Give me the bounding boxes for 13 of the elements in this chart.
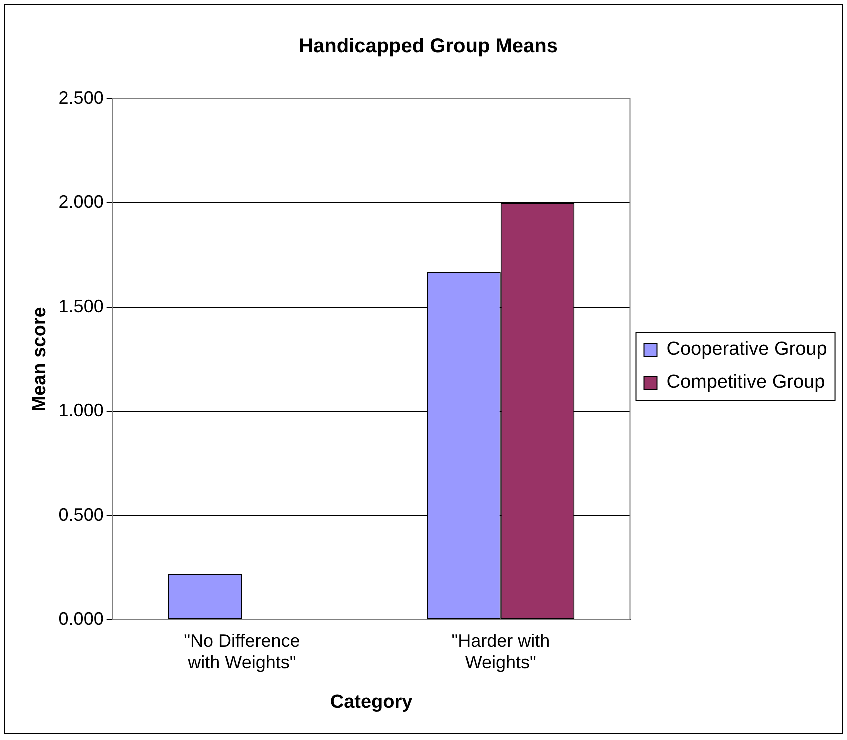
y-tick-label: 2.500 (58, 88, 104, 108)
x-tick-label: "Harder with Weights" (452, 630, 550, 672)
y-tick-label: 1.000 (58, 400, 104, 421)
y-tick-label: 0.500 (58, 504, 104, 525)
y-tick-label: 1.500 (58, 296, 104, 316)
x-tick-label: "No Difference with Weights" (184, 630, 300, 672)
y-axis-title: Mean score (30, 307, 51, 412)
chart-title: Handicapped Group Means (299, 36, 558, 58)
x-axis-title: Category (330, 692, 414, 713)
legend-label: Cooperative Group (666, 339, 828, 360)
legend-label: Competitive Group (666, 372, 826, 394)
y-tick-label: 0.000 (58, 608, 104, 629)
y-tick-label: 2.000 (58, 192, 104, 212)
